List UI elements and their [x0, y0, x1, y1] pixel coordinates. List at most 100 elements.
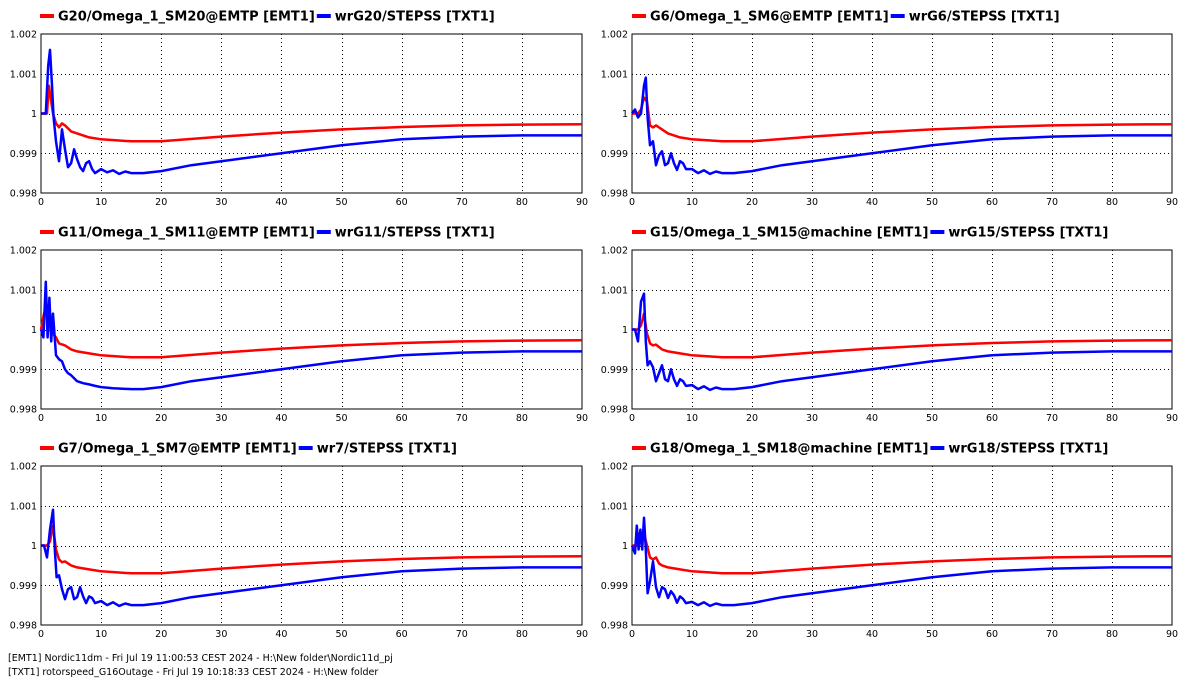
legend-label: G15/Omega_1_SM15@machine [EMT1] — [650, 226, 928, 241]
y-tick-label: 0.998 — [601, 621, 628, 632]
x-tick-label: 70 — [456, 197, 468, 208]
footer-source-emt1: [EMT1] Nordic11dm - Fri Jul 19 11:00:53 … — [8, 653, 393, 664]
x-tick-label: 70 — [456, 413, 468, 424]
y-tick-label: 0.998 — [601, 189, 628, 200]
chart-panel-5: 0 10 20 30 40 50 60 70 80 90 0.998 0.999 1 1.001 1.002… — [10, 442, 588, 641]
plot-area — [631, 465, 1173, 626]
legend: G11/Omega_1_SM11@EMTP [EMT1] wrG11/STEPSS… — [40, 226, 495, 241]
y-tick-label: 1 — [31, 109, 37, 120]
series-line-txt1 — [41, 508, 582, 608]
chart-grid: 0 10 20 30 40 50 60 70 80 900.9980.99911.0011.002… — [10, 10, 1178, 641]
y-tick-label: 1.001 — [10, 285, 37, 296]
legend: G7/Omega_1_SM7@EMTP [EMT1] wr7/STEPSS [TX… — [40, 442, 457, 457]
x-tick-label: 30 — [215, 629, 227, 640]
x-tick-label: 90 — [576, 629, 588, 640]
plot-area — [40, 249, 583, 410]
y-tick-label: 1 — [622, 541, 628, 552]
legend-label: G18/Omega_1_SM18@machine [EMT1] — [650, 442, 928, 457]
legend-label: wrG20/STEPSS [TXT1] — [335, 10, 495, 25]
y-tick-label: 1 — [31, 325, 37, 336]
x-tick-label: 30 — [806, 197, 818, 208]
chart-panel-1: 0 10 20 30 40 50 60 70 80 90 0.998 0.999 1 1.001 1.002… — [10, 10, 588, 209]
x-tick-label: 20 — [746, 197, 758, 208]
x-tick-label: 80 — [516, 629, 528, 640]
y-tick-label: 1.001 — [601, 501, 628, 512]
legend-label: wrG11/STEPSS [TXT1] — [335, 226, 495, 241]
y-tick-label: 1.001 — [601, 69, 628, 80]
x-tick-label: 20 — [155, 413, 167, 424]
y-tick-label: 0.999 — [601, 365, 628, 376]
plot-area — [631, 33, 1173, 194]
x-tick-label: 0 — [629, 413, 635, 424]
x-tick-label: 30 — [215, 197, 227, 208]
y-tick-label: 1 — [31, 541, 37, 552]
y-tick-label: 0.999 — [10, 149, 37, 160]
legend: G15/Omega_1_SM15@machine [EMT1] wrG15/STE… — [632, 226, 1108, 241]
x-tick-label: 60 — [396, 197, 408, 208]
x-tick-label: 90 — [576, 197, 588, 208]
series-line-txt1 — [632, 292, 1172, 392]
x-tick-label: 90 — [576, 413, 588, 424]
x-tick-label: 20 — [746, 629, 758, 640]
y-tick-label: 0.998 — [10, 405, 37, 416]
x-tick-label: 80 — [1106, 629, 1118, 640]
series-line-txt1 — [631, 76, 1172, 176]
x-tick-label: 20 — [746, 413, 758, 424]
plot-area — [40, 33, 583, 194]
x-tick-label: 10 — [686, 629, 698, 640]
x-tick-label: 40 — [275, 413, 287, 424]
x-tick-label: 40 — [866, 197, 878, 208]
y-tick-label: 0.999 — [10, 365, 37, 376]
x-tick-label: 0 — [38, 197, 44, 208]
x-tick-label: 70 — [1046, 629, 1058, 640]
x-tick-label: 80 — [1106, 197, 1118, 208]
y-tick-label: 0.999 — [10, 581, 37, 592]
chart-panel-4: 0 10 20 30 40 50 60 70 80 90 0.998 0.999 1 1.001 1.002… — [601, 226, 1178, 425]
chart-panel-6: 0 10 20 30 40 50 60 70 80 90 0.998 0.999 1 1.001 1.002… — [601, 442, 1178, 641]
y-tick-label: 1.002 — [601, 30, 628, 41]
x-tick-label: 30 — [215, 413, 227, 424]
x-tick-label: 60 — [986, 629, 998, 640]
x-tick-label: 70 — [1046, 413, 1058, 424]
footer-source-txt1: [TXT1] rotorspeed_G16Outage - Fri Jul 19… — [8, 667, 379, 678]
x-tick-label: 60 — [986, 197, 998, 208]
y-tick-label: 1.002 — [601, 246, 628, 257]
legend-label: G7/Omega_1_SM7@EMTP [EMT1] — [58, 442, 297, 457]
legend-label: wrG18/STEPSS [TXT1] — [948, 442, 1108, 457]
legend: G6/Omega_1_SM6@EMTP [EMT1] wrG6/STEPSS [T… — [632, 10, 1060, 25]
x-tick-label: 50 — [926, 629, 938, 640]
series-line-txt1 — [630, 516, 1172, 608]
x-tick-label: 70 — [1046, 197, 1058, 208]
x-tick-label: 90 — [1166, 413, 1178, 424]
y-tick-label: 0.998 — [601, 405, 628, 416]
x-tick-label: 20 — [155, 629, 167, 640]
legend-label: G20/Omega_1_SM20@EMTP [EMT1] — [58, 10, 315, 25]
x-tick-label: 90 — [1166, 629, 1178, 640]
x-tick-label: 0 — [38, 413, 44, 424]
x-tick-label: 10 — [95, 413, 107, 424]
x-tick-label: 10 — [686, 197, 698, 208]
x-tick-label: 40 — [275, 197, 287, 208]
legend: G20/Omega_1_SM20@EMTP [EMT1] wrG20/STEPSS… — [40, 10, 495, 25]
chart-panel-3: 0 10 20 30 40 50 60 70 80 90 0.998 0.999 1 1.001 1.002… — [10, 226, 588, 425]
x-tick-label: 10 — [95, 197, 107, 208]
x-tick-label: 10 — [686, 413, 698, 424]
y-tick-label: 1.002 — [10, 462, 37, 473]
legend-label: wr7/STEPSS [TXT1] — [317, 442, 457, 457]
x-tick-label: 60 — [396, 413, 408, 424]
y-tick-label: 1 — [622, 325, 628, 336]
x-tick-label: 50 — [336, 629, 348, 640]
x-tick-label: 80 — [516, 197, 528, 208]
x-tick-label: 90 — [1166, 197, 1178, 208]
y-tick-label: 1 — [622, 109, 628, 120]
x-tick-label: 40 — [866, 413, 878, 424]
x-tick-label: 80 — [1106, 413, 1118, 424]
x-tick-label: 20 — [155, 197, 167, 208]
x-tick-label: 60 — [986, 413, 998, 424]
x-tick-label: 50 — [926, 197, 938, 208]
y-tick-label: 0.999 — [601, 581, 628, 592]
y-tick-label: 0.998 — [10, 621, 37, 632]
plot-area — [40, 465, 583, 626]
x-tick-label: 50 — [336, 197, 348, 208]
x-tick-label: 30 — [806, 413, 818, 424]
